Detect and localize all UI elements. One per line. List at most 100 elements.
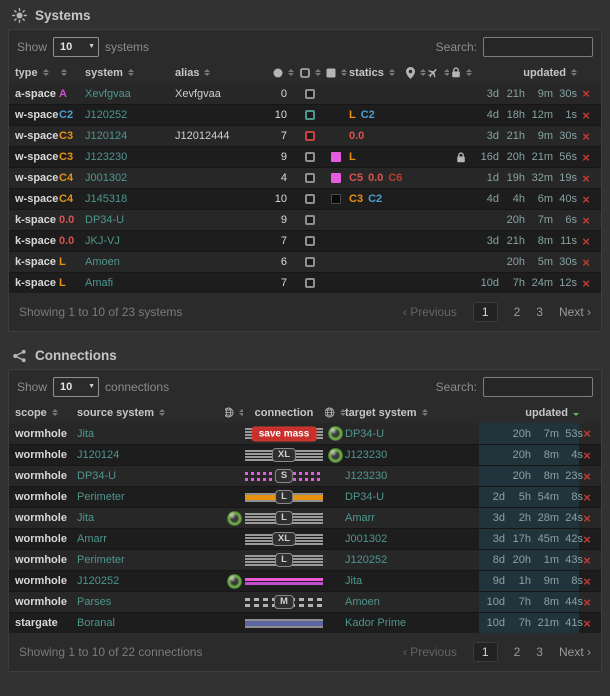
statics-list: C5 0.0 C6 xyxy=(349,172,405,184)
delete-connection-button[interactable]: × xyxy=(583,594,591,610)
systems-next-page-button[interactable]: Next › xyxy=(558,305,591,319)
status-checkbox-cell xyxy=(297,110,323,120)
target-system-link[interactable]: Amoen xyxy=(345,596,380,608)
updated-seconds: 30s xyxy=(559,256,577,268)
source-system-link[interactable]: Jita xyxy=(77,512,95,524)
column-header-globe[interactable] xyxy=(325,407,345,418)
source-system-link[interactable]: DP34-U xyxy=(77,470,117,482)
system-link[interactable]: JKJ-VJ xyxy=(85,235,120,247)
delete-connection-button[interactable]: × xyxy=(583,552,591,568)
connections-previous-page-button[interactable]: ‹ Previous xyxy=(402,645,457,659)
delete-connection-button[interactable]: × xyxy=(583,531,591,547)
wormhole-orb-icon xyxy=(226,573,242,589)
connections-page-3-button[interactable]: 3 xyxy=(536,645,543,659)
target-system-link[interactable]: Amarr xyxy=(345,512,375,524)
delete-connection-button[interactable]: × xyxy=(583,447,591,463)
source-system-link[interactable]: Perimeter xyxy=(77,554,125,566)
delete-system-button[interactable]: × xyxy=(582,212,590,228)
delete-connection-button[interactable]: × xyxy=(583,510,591,526)
signature-count: 7 xyxy=(280,130,287,142)
target-system-link[interactable]: J123230 xyxy=(345,470,388,482)
source-system-link[interactable]: Amarr xyxy=(77,533,107,545)
source-system-link[interactable]: Jita xyxy=(77,427,95,440)
target-system-link[interactable]: DP34-U xyxy=(345,491,385,503)
column-header-square-outline[interactable] xyxy=(297,67,323,78)
source-system-link[interactable]: Perimeter xyxy=(77,491,125,503)
delete-connection-button[interactable]: × xyxy=(583,489,591,505)
system-link[interactable]: DP34-U xyxy=(85,214,125,226)
delete-system-button[interactable]: × xyxy=(582,170,590,186)
connections-search-input[interactable] xyxy=(483,377,593,397)
system-link[interactable]: J001302 xyxy=(85,172,128,184)
systems-page-1-button[interactable]: 1 xyxy=(472,302,498,322)
column-header-source-system[interactable]: source system xyxy=(77,407,225,419)
status-checkbox-cell xyxy=(297,173,323,183)
column-header-updated[interactable]: updated xyxy=(473,67,577,79)
systems-page-length-select[interactable]: 10 xyxy=(53,37,100,57)
source-orb-cell xyxy=(225,510,243,526)
target-system-link[interactable]: DP34-U xyxy=(345,427,385,440)
delete-system-button[interactable]: × xyxy=(582,254,590,270)
updated-minutes: 32m xyxy=(531,172,553,184)
column-header-map-marker[interactable] xyxy=(405,66,427,79)
target-system-link[interactable]: Jita xyxy=(345,575,363,587)
systems-previous-page-button[interactable]: ‹ Previous xyxy=(402,305,457,319)
delete-connection-button[interactable]: × xyxy=(583,426,591,441)
delete-connection-button[interactable]: × xyxy=(583,468,591,484)
map-marker-icon xyxy=(406,66,415,79)
connections-page-2-button[interactable]: 2 xyxy=(513,645,521,659)
system-link[interactable]: Amoen xyxy=(85,256,120,268)
column-header-statics[interactable]: statics xyxy=(349,67,405,79)
connections-search: Search: xyxy=(436,377,593,397)
source-system-link[interactable]: Parses xyxy=(77,596,112,608)
column-header-plane[interactable] xyxy=(427,67,449,79)
column-header-circle[interactable] xyxy=(269,68,297,78)
updated-minutes: 6m xyxy=(537,193,553,205)
static-label: L xyxy=(349,151,356,163)
source-system-link[interactable]: Boranal xyxy=(77,617,115,629)
delete-system-button[interactable]: × xyxy=(582,191,590,207)
systems-search-input[interactable] xyxy=(483,37,593,57)
delete-connection-button[interactable]: × xyxy=(583,573,591,589)
system-link[interactable]: J123230 xyxy=(85,151,128,163)
target-system-link[interactable]: J120252 xyxy=(345,554,388,566)
target-system-link[interactable]: J001302 xyxy=(345,533,388,545)
target-system-link[interactable]: Kador Prime xyxy=(345,617,407,629)
connections-next-page-button[interactable]: Next › xyxy=(558,645,591,659)
connection-graphic: S xyxy=(243,469,325,484)
system-link[interactable]: J145318 xyxy=(85,193,128,205)
static-label: C2 xyxy=(368,193,383,205)
delete-system-button[interactable]: × xyxy=(582,233,590,249)
source-system-link[interactable]: J120252 xyxy=(77,575,120,587)
systems-page-2-button[interactable]: 2 xyxy=(513,305,521,319)
column-header-alias[interactable]: alias xyxy=(175,67,269,79)
system-link[interactable]: J120252 xyxy=(85,109,128,121)
system-link[interactable]: J120124 xyxy=(85,130,128,142)
delete-system-button[interactable]: × xyxy=(582,149,590,165)
systems-page-3-button[interactable]: 3 xyxy=(536,305,543,319)
connections-page-1-button[interactable]: 1 xyxy=(472,642,498,662)
updated-hours: 21h xyxy=(506,130,525,142)
column-header-updated[interactable]: updated xyxy=(479,407,579,419)
connections-showing-info: Showing 1 to 10 of 22 connections xyxy=(19,645,203,659)
column-header-target-system[interactable]: target system xyxy=(345,407,479,419)
delete-connection-button[interactable]: × xyxy=(583,615,591,631)
system-link[interactable]: Amafi xyxy=(85,277,114,289)
column-header-globe[interactable] xyxy=(225,407,243,418)
connections-page-length-select[interactable]: 10 xyxy=(53,377,100,397)
column-header-connection[interactable]: connection xyxy=(243,407,325,419)
connection-size-badge: L xyxy=(275,490,293,504)
delete-system-button[interactable]: × xyxy=(582,86,590,101)
column-header-scope[interactable]: scope xyxy=(15,407,77,419)
column-header-empty[interactable] xyxy=(59,69,85,76)
delete-system-button[interactable]: × xyxy=(582,275,590,291)
source-system-link[interactable]: J120124 xyxy=(77,449,120,461)
system-link[interactable]: Xevfgvaa xyxy=(85,87,131,100)
column-header-system[interactable]: system xyxy=(85,67,175,79)
column-header-lock[interactable] xyxy=(449,67,473,78)
column-header-square-filled[interactable] xyxy=(323,68,349,78)
column-header-type[interactable]: type xyxy=(15,67,59,79)
target-system-link[interactable]: J123230 xyxy=(345,449,388,461)
delete-system-button[interactable]: × xyxy=(582,107,590,123)
delete-system-button[interactable]: × xyxy=(582,128,590,144)
